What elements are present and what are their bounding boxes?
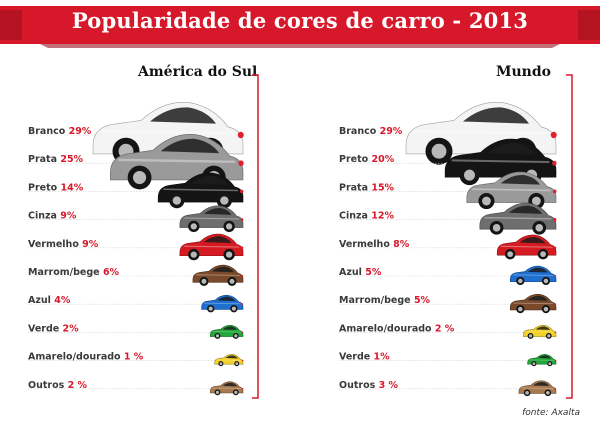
car-mark xyxy=(214,354,244,367)
category-name: Prata xyxy=(339,182,371,193)
value-label: 20% xyxy=(371,154,394,165)
category-name: Outros xyxy=(339,380,379,391)
category-label-america-do-sul: Branco 29% xyxy=(28,126,92,137)
bracket-america-do-sul xyxy=(252,74,259,399)
value-label: 14% xyxy=(60,182,83,193)
category-name: Preto xyxy=(28,182,60,193)
value-label: 5% xyxy=(414,295,431,306)
category-label-america-do-sul: Vermelho 9% xyxy=(28,239,99,250)
car-mark xyxy=(527,354,557,367)
car-mark xyxy=(179,205,244,233)
category-label-america-do-sul: Prata 25% xyxy=(28,154,84,165)
category-label-mundo: Verde 1% xyxy=(339,352,390,363)
category-name: Prata xyxy=(28,154,60,165)
category-label-mundo: Marrom/bege 5% xyxy=(339,295,431,306)
category-name: Amarelo/dourado xyxy=(28,352,124,363)
category-label-mundo: Azul 5% xyxy=(339,267,382,278)
category-label-america-do-sul: Verde 2% xyxy=(28,323,79,334)
category-name: Verde xyxy=(339,352,374,363)
value-label: 5% xyxy=(365,267,382,278)
page-title: Popularidade de cores de carro - 2013 xyxy=(71,8,529,33)
car-mark xyxy=(509,265,557,286)
category-name: Outros xyxy=(28,380,68,391)
car-mark xyxy=(201,294,244,313)
bracket-mundo xyxy=(566,74,573,399)
category-label-mundo: Outros 3 % xyxy=(339,380,398,391)
category-label-mundo: Amarelo/dourado 2 % xyxy=(339,323,455,334)
category-label-america-do-sul: Preto 14% xyxy=(28,182,84,193)
value-label: 29% xyxy=(380,126,403,137)
category-label-mundo: Branco 29% xyxy=(339,126,403,137)
category-label-america-do-sul: Amarelo/dourado 1 % xyxy=(28,352,144,363)
title-banner xyxy=(0,6,600,48)
category-label-mundo: Cinza 12% xyxy=(339,211,394,222)
car-mark xyxy=(210,324,244,339)
value-label: 9% xyxy=(60,211,77,222)
car-mark xyxy=(523,324,557,339)
car-mark xyxy=(210,381,244,396)
category-name: Cinza xyxy=(339,211,371,222)
panel-title-america-do-sul: América do Sul xyxy=(138,64,258,80)
category-name: Azul xyxy=(28,295,54,306)
value-label: 8% xyxy=(393,239,410,250)
category-label-mundo: Preto 20% xyxy=(339,154,395,165)
value-label: 15% xyxy=(371,182,394,193)
car-mark xyxy=(518,380,557,397)
category-name: Branco xyxy=(28,126,69,137)
category-name: Azul xyxy=(339,267,365,278)
value-label: 29% xyxy=(69,126,92,137)
value-label: 2% xyxy=(63,323,80,334)
category-name: Branco xyxy=(339,126,380,137)
value-label: 4% xyxy=(54,295,71,306)
panel-title-mundo: Mundo xyxy=(496,64,551,80)
car-mark xyxy=(466,171,557,210)
value-label: 25% xyxy=(60,154,83,165)
value-label: 2 % xyxy=(68,380,88,391)
value-label: 2 % xyxy=(435,323,455,334)
car-mark xyxy=(192,264,244,286)
car-mark xyxy=(479,202,557,235)
category-name: Marrom/bege xyxy=(339,295,414,306)
category-label-america-do-sul: Cinza 9% xyxy=(28,211,77,222)
category-name: Preto xyxy=(339,154,371,165)
category-name: Vermelho xyxy=(28,239,82,250)
value-label: 6% xyxy=(103,267,120,278)
source-note: fonte: Axalta xyxy=(522,408,580,418)
category-name: Marrom/bege xyxy=(28,267,103,278)
value-label: 1 % xyxy=(124,352,144,363)
category-name: Amarelo/dourado xyxy=(339,323,435,334)
category-label-america-do-sul: Outros 2 % xyxy=(28,380,87,391)
category-label-america-do-sul: Azul 4% xyxy=(28,295,71,306)
category-label-mundo: Vermelho 8% xyxy=(339,239,410,250)
car-mark xyxy=(509,293,557,314)
category-name: Vermelho xyxy=(339,239,393,250)
car-mark xyxy=(179,233,244,261)
category-label-america-do-sul: Marrom/bege 6% xyxy=(28,267,120,278)
car-mark xyxy=(496,234,557,260)
category-label-mundo: Prata 15% xyxy=(339,182,395,193)
value-label: 9% xyxy=(82,239,99,250)
value-label: 12% xyxy=(371,211,394,222)
category-name: Cinza xyxy=(28,211,60,222)
category-name: Verde xyxy=(28,323,63,334)
value-label: 3 % xyxy=(379,380,399,391)
car-mark xyxy=(157,172,244,209)
value-label: 1% xyxy=(374,352,391,363)
